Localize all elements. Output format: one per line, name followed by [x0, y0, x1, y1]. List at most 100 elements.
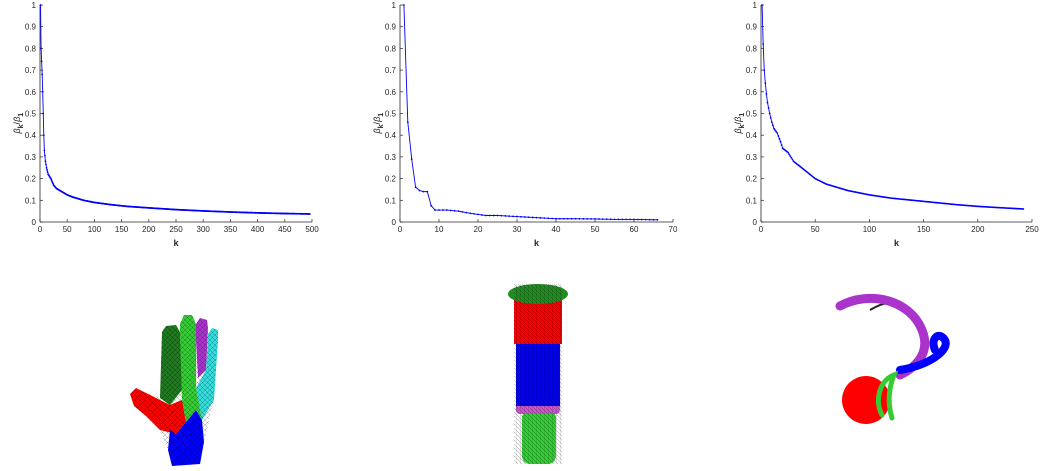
y-tick-label: 1	[753, 1, 758, 10]
y-tick-label: 0.3	[385, 153, 397, 162]
data-point	[644, 218, 647, 221]
y-axis-label: βk/β1	[733, 113, 746, 135]
x-tick-label: 250	[169, 225, 183, 234]
data-point	[780, 144, 783, 146]
x-tick-label: 200	[142, 225, 156, 234]
y-tick-label: 0.1	[25, 196, 37, 205]
y-tick-label: 0.3	[25, 153, 37, 162]
y-tick-label: 0.6	[25, 88, 37, 97]
y-tick-label: 0.7	[25, 66, 37, 75]
x-axis-label: k	[534, 238, 540, 248]
data-point	[629, 218, 631, 221]
y-tick-label: 0.4	[746, 131, 758, 140]
chart-2: 00.10.20.30.40.50.60.70.80.910 10 20 30 40 50…	[372, 1, 678, 248]
data-point	[775, 130, 778, 133]
data-point	[40, 60, 43, 63]
data-point	[39, 4, 42, 6]
y-tick-label: 0.7	[385, 66, 397, 75]
x-tick-label: 70	[669, 225, 678, 234]
data-point	[40, 47, 42, 50]
data-point	[656, 218, 659, 221]
x-tick-label: 400	[251, 225, 265, 234]
y-tick-label: 0.3	[746, 153, 758, 162]
data-point	[551, 217, 553, 220]
y-tick-label: 0.7	[746, 66, 758, 75]
data-point	[765, 93, 768, 95]
data-point	[473, 212, 475, 215]
x-tick-label: 250	[1025, 225, 1039, 234]
data-point	[778, 137, 781, 140]
y-tick-label: 0.6	[746, 88, 758, 97]
data-point	[574, 217, 577, 220]
series-line	[40, 4, 310, 215]
data-point	[422, 190, 425, 193]
data-point	[492, 214, 495, 217]
data-point	[42, 112, 45, 115]
y-tick-label: 0.1	[385, 196, 397, 205]
y-tick-label: 0.8	[25, 44, 37, 53]
x-tick-label: 100	[863, 225, 877, 234]
x-tick-label: 30	[513, 225, 522, 234]
x-tick-label: 450	[278, 225, 292, 234]
y-tick-label: 0.4	[25, 131, 37, 140]
data-point	[414, 186, 417, 189]
y-axis-label: βk/β1	[372, 113, 385, 135]
data-point	[43, 149, 46, 152]
data-point	[438, 209, 440, 211]
data-point	[555, 217, 557, 220]
data-point	[406, 121, 409, 124]
x-tick-label: 300	[197, 225, 211, 234]
data-point	[598, 218, 600, 220]
data-point	[764, 82, 767, 85]
y-tick-label: 1	[32, 1, 37, 10]
segmented-octopus-mesh	[835, 294, 950, 424]
data-point	[769, 116, 772, 119]
data-point	[403, 4, 405, 6]
data-point	[776, 132, 779, 134]
x-tick-label: 0	[38, 225, 43, 234]
data-point	[418, 189, 421, 192]
x-tick-label: 500	[305, 225, 319, 234]
series-markers	[403, 4, 659, 221]
data-point	[520, 215, 522, 218]
data-point	[547, 217, 550, 220]
data-point	[434, 209, 436, 211]
data-point	[516, 215, 518, 218]
data-point	[789, 155, 792, 157]
y-tick-label: 0.2	[746, 175, 758, 184]
series-markers	[39, 4, 311, 215]
data-point	[652, 218, 655, 221]
data-point	[625, 218, 628, 221]
y-tick-label: 0	[32, 218, 37, 227]
charts-panel: 00.10.20.30.40.50.60.70.80.910 50 100 150 20…	[12, 1, 1039, 248]
octopus-tentacle-blue	[896, 331, 950, 374]
data-point	[788, 153, 791, 156]
data-point	[453, 209, 456, 212]
data-point	[484, 214, 487, 217]
data-point	[594, 218, 596, 220]
data-point	[445, 209, 448, 211]
data-point	[766, 101, 769, 104]
x-tick-label: 200	[971, 225, 985, 234]
data-point	[308, 213, 311, 215]
data-point	[790, 156, 793, 159]
chart-3: 0 0.1 0.2 0.3 0.4 0.5 0.6 0.7 0.8 0.9 1 0 50 100 150 20…	[733, 1, 1039, 248]
data-point	[457, 210, 460, 213]
data-point	[46, 169, 48, 171]
data-point	[768, 112, 771, 115]
y-tick-label: 0.5	[25, 110, 37, 119]
data-point	[461, 210, 464, 213]
data-point	[44, 160, 47, 163]
x-tick-label: 350	[224, 225, 238, 234]
data-point	[46, 171, 49, 173]
data-point	[477, 213, 479, 216]
y-tick-label: 0.8	[746, 44, 758, 53]
data-point	[449, 209, 452, 212]
segmented-cylinder-mesh	[508, 284, 568, 464]
data-point	[496, 214, 499, 217]
data-point	[531, 216, 534, 219]
cylinder-wireframe	[514, 284, 562, 464]
y-tick-label: 0.6	[385, 88, 397, 97]
data-point	[45, 166, 48, 169]
x-tick-label: 10	[435, 225, 444, 234]
